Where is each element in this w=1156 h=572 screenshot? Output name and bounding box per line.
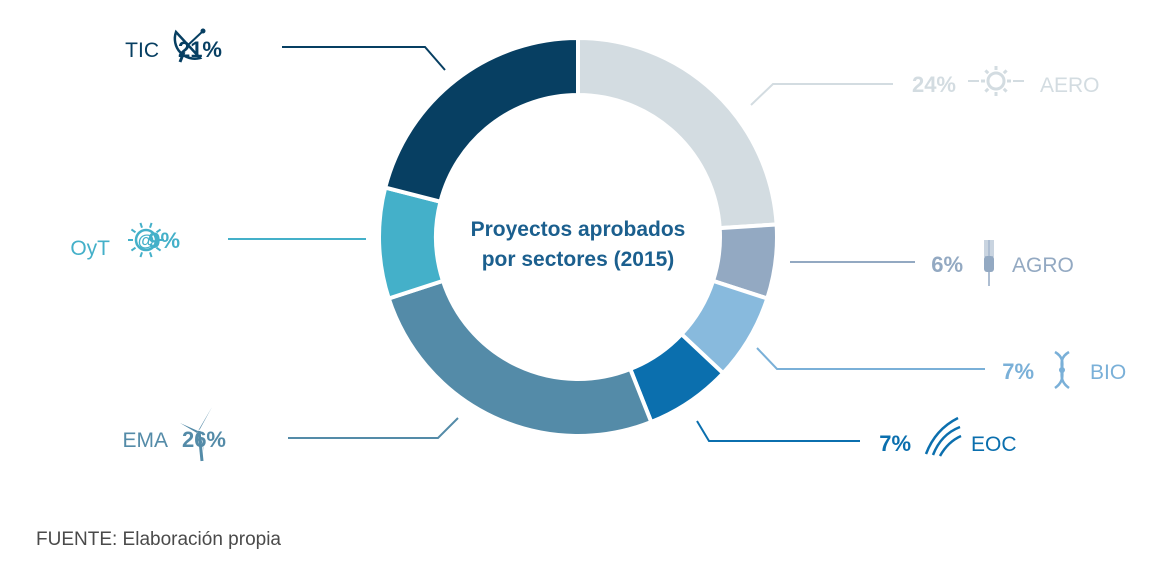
slice-aero [576, 35, 779, 231]
sector-name-oyt: OyT [70, 237, 110, 260]
donut-slices [377, 35, 779, 438]
value-label-agro: 6% [931, 252, 963, 277]
source-note: FUENTE: Elaboración propia [36, 529, 281, 550]
sector-icons: @ [128, 28, 1070, 462]
waves-icon [924, 416, 962, 457]
leader-line-bio [756, 347, 985, 370]
gear-icon [968, 66, 1024, 96]
sector-name-eoc: EOC [971, 433, 1017, 456]
leader-line-eoc [696, 420, 860, 442]
leader-lines [228, 46, 985, 442]
sector-name-tic: TIC [125, 39, 159, 62]
wheat-icon [984, 240, 994, 286]
slice-ema [386, 278, 654, 438]
at-sun-icon: @ [128, 222, 164, 258]
slice-tic [382, 35, 580, 205]
center-title-line-1: Proyectos aprobados [471, 218, 686, 241]
slice-oyt [377, 185, 446, 302]
svg-text:@: @ [138, 231, 155, 250]
sector-name-bio: BIO [1090, 361, 1126, 384]
satellite-dish-icon [173, 28, 206, 63]
sector-name-aero: AERO [1040, 74, 1100, 97]
value-label-bio: 7% [1002, 359, 1034, 384]
leader-line-ema [288, 417, 459, 439]
sector-name-ema: EMA [122, 429, 168, 452]
center-title-line-2: por sectores (2015) [482, 248, 675, 271]
sector-name-agro: AGRO [1012, 254, 1074, 277]
value-label-ema: 26% [182, 427, 226, 452]
value-label-eoc: 7% [879, 431, 911, 456]
dna-icon [1054, 350, 1070, 390]
leader-line-tic [282, 46, 446, 71]
wind-turbine-icon [180, 407, 212, 462]
leader-line-aero [750, 83, 893, 106]
value-label-aero: 24% [912, 72, 956, 97]
